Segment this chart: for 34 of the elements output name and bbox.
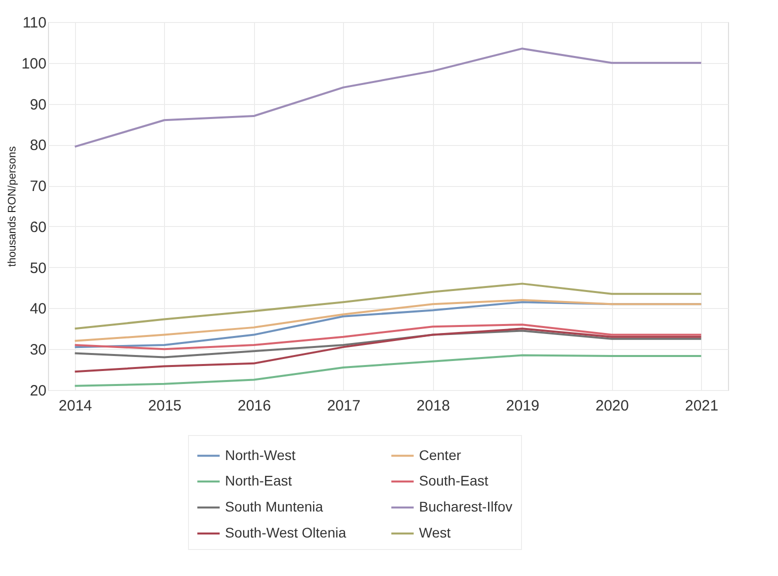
y-tick-label: 40 (30, 300, 46, 318)
y-tick-label: 90 (30, 96, 46, 114)
legend-label: Center (419, 446, 462, 463)
x-tick-label: 2018 (416, 398, 450, 414)
x-tick-label: 2016 (238, 398, 271, 414)
y-tick-label: 80 (30, 137, 46, 154)
legend-label: North-West (225, 446, 296, 463)
legend-label: North-East (225, 472, 292, 488)
x-tick-label: 2017 (327, 398, 360, 414)
x-tick-label: 2019 (506, 398, 540, 414)
x-tick-label: 2014 (58, 398, 92, 414)
x-tick-label: 2015 (148, 398, 182, 414)
line-series (74, 328, 702, 373)
y-tick-label: 30 (30, 342, 46, 359)
y-axis-title: thousands RON/persons (6, 146, 18, 267)
y-tick-label: 20 (30, 382, 46, 400)
y-tick-label: 70 (30, 178, 46, 196)
line-series (74, 354, 702, 387)
y-tick-label: 50 (30, 260, 46, 277)
legend-label: South-East (419, 472, 488, 488)
x-tick-label: 2020 (595, 398, 629, 414)
line-series (74, 330, 702, 358)
x-tick-label: 2021 (684, 398, 718, 414)
line-series (74, 282, 702, 330)
line-series (74, 324, 702, 350)
legend-label: West (419, 524, 451, 540)
y-tick-label: 100 (21, 55, 46, 72)
y-tick-label: 110 (22, 14, 46, 32)
legend-label: South-West Oltenia (225, 524, 346, 540)
y-tick-label: 60 (30, 218, 46, 236)
line-series (74, 48, 702, 148)
legend-label: Bucharest-Ilfov (419, 498, 512, 514)
line-series (74, 299, 702, 342)
legend-label: South Muntenia (225, 498, 324, 514)
